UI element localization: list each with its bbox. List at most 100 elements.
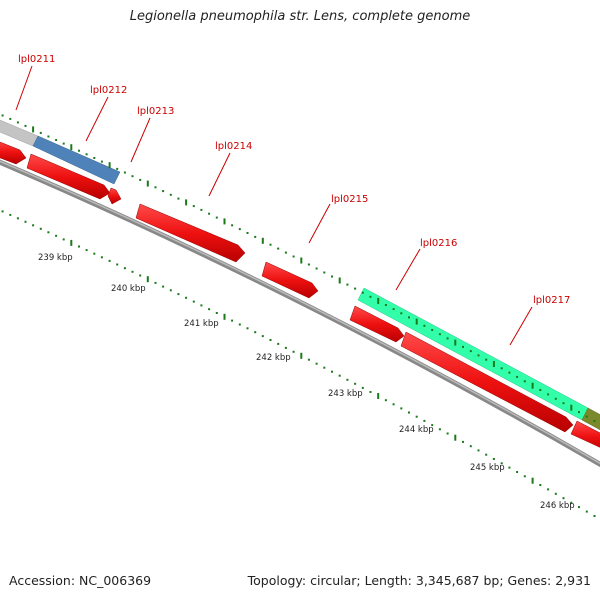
cds-arrow (0, 141, 27, 165)
minor-tick (523, 380, 526, 383)
minor-tick (423, 419, 426, 422)
minor-tick (446, 337, 449, 340)
major-tick (454, 339, 457, 346)
minor-tick (554, 397, 557, 400)
minor-tick (192, 205, 195, 208)
minor-tick (131, 270, 134, 273)
major-tick (377, 393, 380, 399)
minor-tick (446, 432, 449, 435)
major-tick (338, 277, 341, 284)
minor-tick (307, 358, 310, 361)
minor-tick (508, 371, 511, 374)
minor-tick (578, 411, 580, 414)
major-tick (146, 276, 149, 283)
minor-tick (215, 216, 218, 219)
minor-tick (246, 232, 249, 234)
minor-tick (139, 274, 142, 277)
feature-bar-olive (581, 407, 600, 431)
minor-tick (438, 428, 441, 431)
gene-label[interactable]: lpl0214 (215, 141, 252, 152)
cds-arrow (349, 305, 405, 343)
major-tick (70, 239, 73, 246)
minor-tick (593, 515, 596, 517)
cds-arrow (26, 153, 111, 200)
minor-tick (154, 281, 157, 284)
minor-tick (1, 210, 4, 213)
minor-tick (93, 157, 96, 159)
minor-tick (208, 212, 211, 215)
minor-tick (400, 407, 403, 410)
major-tick (223, 218, 226, 225)
minor-tick (169, 289, 172, 292)
minor-tick (177, 293, 180, 296)
minor-tick (408, 411, 410, 414)
minor-tick (570, 501, 573, 504)
gene-leader-line (509, 306, 533, 346)
minor-tick (9, 117, 12, 120)
gene-label[interactable]: lpl0213 (137, 106, 174, 117)
minor-tick (116, 167, 119, 170)
gene-label[interactable]: lpl0217 (533, 295, 570, 306)
ruler-label: 244 kbp (399, 425, 434, 435)
ruler-label: 242 kbp (256, 353, 291, 363)
major-tick (300, 352, 303, 359)
cds-arrow (107, 187, 122, 205)
minor-tick (477, 354, 480, 357)
ruler-label: 239 kbp (38, 253, 73, 263)
gene-label[interactable]: lpl0215 (331, 194, 368, 205)
minor-tick (238, 228, 241, 231)
major-tick (531, 477, 534, 484)
minor-tick (55, 234, 58, 237)
minor-tick (477, 449, 480, 452)
minor-tick (123, 267, 126, 270)
minor-tick (32, 224, 35, 227)
outer-tick-track (1, 114, 596, 422)
minor-tick (24, 220, 27, 223)
minor-tick (269, 243, 272, 246)
minor-tick (85, 153, 88, 156)
minor-tick (108, 259, 111, 262)
genome-backbone-highlight (0, 160, 600, 465)
accession-text: Accession: NC_006369 (9, 573, 152, 588)
gene-leader-line (308, 203, 331, 244)
minor-tick (200, 208, 203, 211)
major-tick (32, 126, 35, 133)
major-tick (261, 237, 264, 244)
ruler-label: 245 kbp (470, 463, 505, 473)
minor-tick (292, 350, 295, 353)
gene-label[interactable]: lpl0216 (420, 238, 457, 249)
minor-tick (331, 275, 333, 278)
minor-tick (231, 319, 234, 322)
minor-tick (47, 231, 50, 234)
minor-tick (554, 492, 557, 495)
minor-tick (254, 331, 257, 334)
minor-tick (354, 287, 357, 290)
genome-summary-text: Topology: circular; Length: 3,345,687 bp… (247, 573, 591, 588)
minor-tick (62, 142, 65, 145)
ruler-tick-track (1, 210, 596, 517)
minor-tick (392, 403, 395, 406)
minor-tick (369, 295, 372, 298)
gene-leader-line (395, 248, 421, 291)
minor-tick (593, 420, 596, 422)
minor-tick (16, 121, 19, 124)
minor-tick (62, 238, 65, 241)
minor-tick (469, 445, 472, 448)
feature-bar-green (357, 287, 589, 421)
minor-tick (408, 316, 410, 319)
gene-label[interactable]: lpl0211 (18, 54, 55, 65)
cds-arrow (135, 203, 246, 263)
minor-tick (78, 149, 80, 152)
minor-tick (185, 296, 188, 299)
minor-tick (284, 251, 287, 254)
minor-tick (485, 358, 488, 361)
gene-label[interactable]: lpl0212 (90, 85, 127, 96)
minor-tick (246, 327, 249, 330)
major-tick (146, 180, 149, 187)
gene-leader-line (85, 96, 109, 142)
minor-tick (85, 249, 88, 252)
gene-leader-line (15, 65, 33, 111)
minor-tick (100, 256, 103, 259)
major-tick (415, 318, 418, 325)
